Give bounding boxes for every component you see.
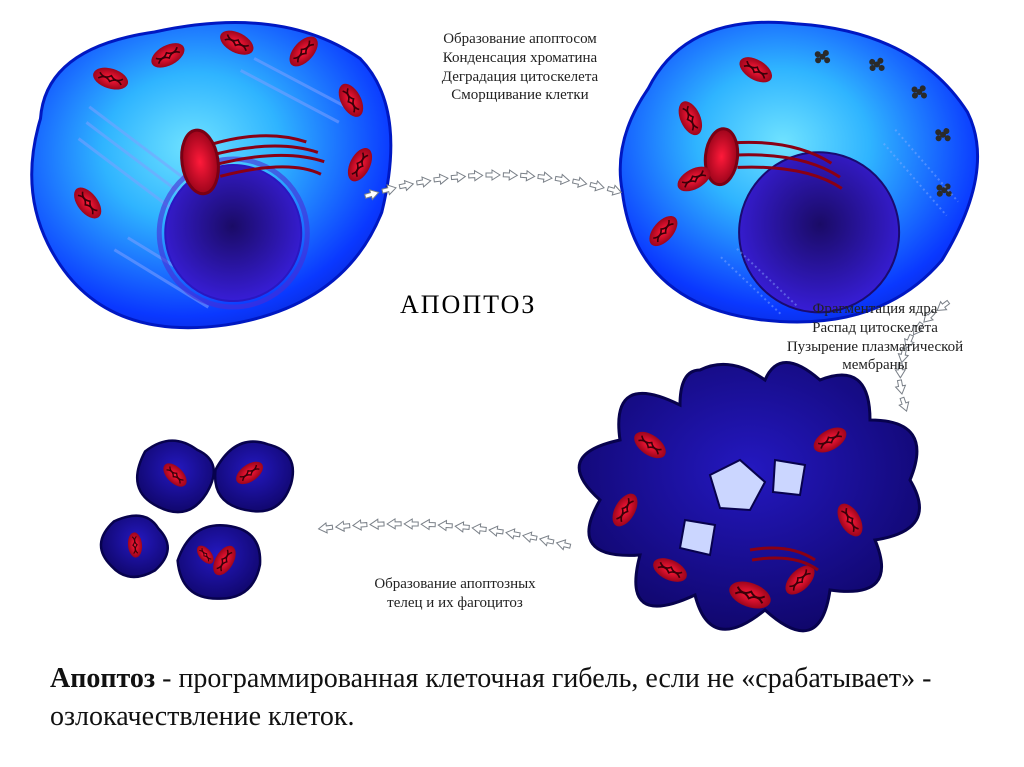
- arrow-chain-top: [364, 170, 623, 201]
- stage3-label: Образование апоптозныхтелец и их фагоцит…: [330, 575, 580, 613]
- apoptotic-bodies: [91, 433, 299, 612]
- stage2-label: Фрагментация ядраРаспад цитоскелета Пузы…: [745, 300, 1005, 375]
- caption-text: Апоптоз - программированная клеточная ги…: [50, 660, 980, 736]
- stage1-label: Образование апоптосомКонденсация хромати…: [395, 30, 645, 105]
- cell-condensing: [606, 7, 991, 341]
- diagram-title: АПОПТОЗ: [400, 290, 536, 320]
- diagram-canvas: [0, 0, 1024, 767]
- arrow-chain-bottom: [318, 519, 571, 551]
- cell-blebbing: [579, 363, 919, 631]
- cell-healthy: [13, 0, 414, 349]
